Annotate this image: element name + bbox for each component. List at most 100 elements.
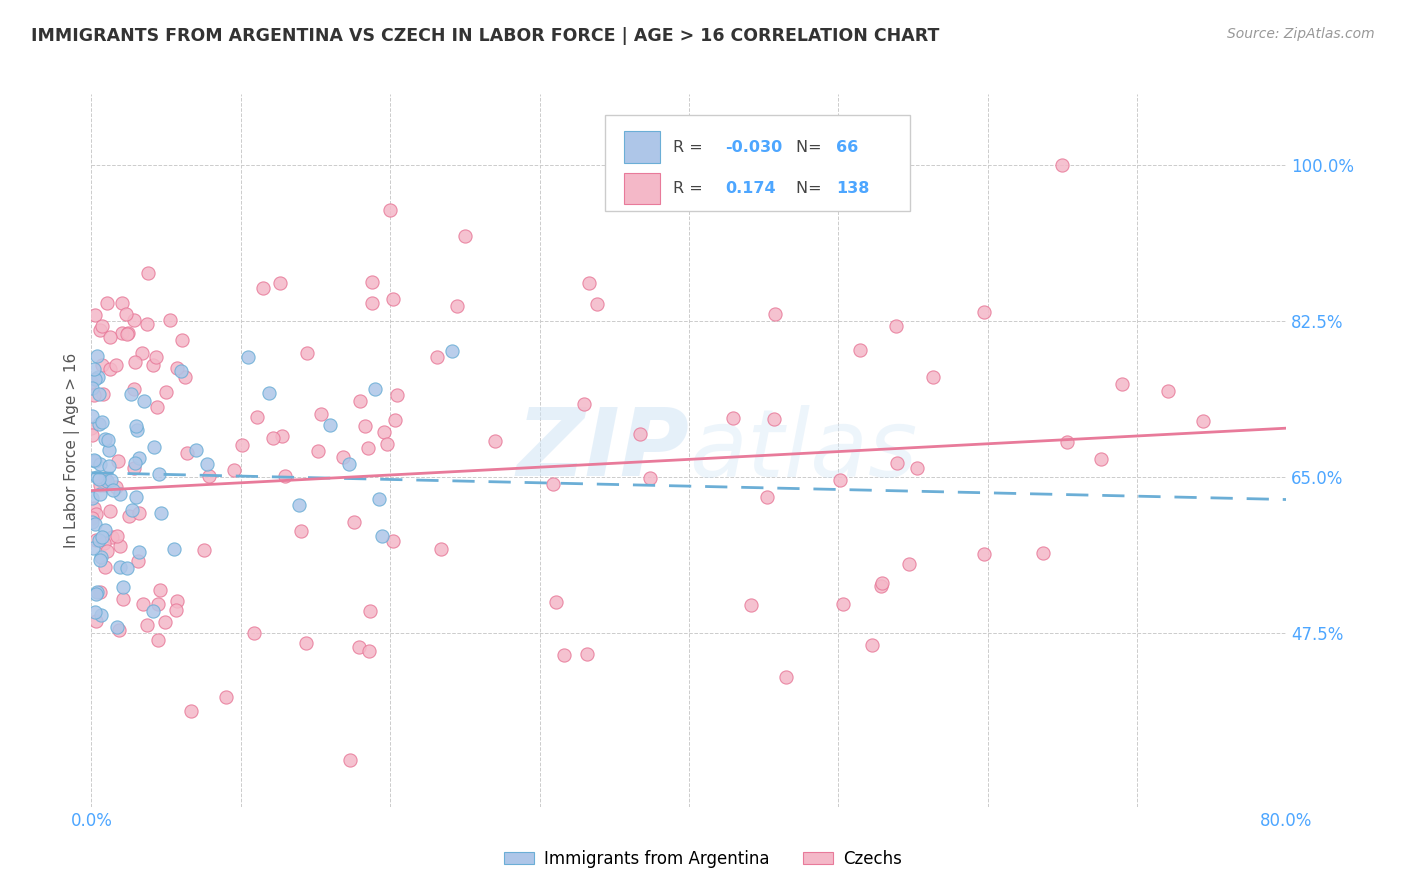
Point xyxy=(82,510,104,524)
Point xyxy=(80,421,103,435)
Point xyxy=(105,620,128,634)
Point xyxy=(87,370,110,384)
Point xyxy=(337,458,360,472)
Point xyxy=(84,605,107,619)
Point xyxy=(82,491,104,505)
Point xyxy=(90,319,112,334)
Point xyxy=(104,358,127,372)
Point xyxy=(373,425,395,439)
Point xyxy=(166,361,188,376)
Point xyxy=(231,438,253,452)
Point xyxy=(245,410,267,425)
Point xyxy=(174,370,197,384)
Point xyxy=(1032,546,1054,560)
Point xyxy=(80,409,103,423)
Point xyxy=(1111,377,1133,392)
Point xyxy=(1192,414,1215,428)
Text: atlas: atlas xyxy=(689,405,917,496)
Point xyxy=(128,506,150,520)
Point xyxy=(86,470,108,484)
Point xyxy=(132,394,155,409)
Text: IMMIGRANTS FROM ARGENTINA VS CZECH IN LABOR FORCE | AGE > 16 CORRELATION CHART: IMMIGRANTS FROM ARGENTINA VS CZECH IN LA… xyxy=(31,27,939,45)
Point xyxy=(319,417,342,432)
Point xyxy=(349,393,371,408)
Point xyxy=(83,501,105,516)
Text: N=: N= xyxy=(796,140,827,154)
Point xyxy=(93,478,115,492)
Point xyxy=(170,364,193,378)
Point xyxy=(288,498,311,512)
Point xyxy=(87,417,110,431)
Point xyxy=(136,617,159,632)
Point xyxy=(111,326,134,340)
Point xyxy=(124,456,146,470)
Point xyxy=(193,543,215,558)
Point xyxy=(149,583,172,598)
Point xyxy=(149,506,172,520)
Point xyxy=(884,318,907,333)
Point xyxy=(148,597,170,611)
Point xyxy=(359,604,381,618)
Point xyxy=(131,346,153,360)
Point xyxy=(723,411,745,425)
Point xyxy=(762,411,785,425)
Point xyxy=(870,576,893,591)
Text: R =: R = xyxy=(673,181,709,195)
Point xyxy=(309,407,332,421)
Point xyxy=(176,446,198,460)
Point xyxy=(243,626,266,640)
Point xyxy=(122,313,145,327)
Point xyxy=(89,487,111,501)
Point xyxy=(236,350,259,364)
Point xyxy=(184,442,207,457)
Point xyxy=(125,490,148,504)
Point xyxy=(98,361,121,376)
Point xyxy=(80,375,103,389)
Point xyxy=(198,468,221,483)
Point xyxy=(860,638,883,652)
Point xyxy=(381,533,404,548)
Point xyxy=(87,386,110,401)
Point xyxy=(224,463,246,477)
Point xyxy=(111,591,134,606)
Point xyxy=(94,432,117,446)
Point xyxy=(343,516,366,530)
Point xyxy=(125,418,148,433)
Point xyxy=(82,515,104,529)
Point xyxy=(740,598,762,612)
Point xyxy=(973,547,995,561)
Point xyxy=(98,504,121,518)
Point xyxy=(108,486,131,500)
Point xyxy=(295,346,318,360)
Point xyxy=(89,472,111,486)
Point xyxy=(80,427,103,442)
Point xyxy=(886,456,908,470)
Point xyxy=(89,533,111,547)
Point xyxy=(90,607,112,622)
Point xyxy=(375,437,398,451)
Point xyxy=(290,524,312,538)
Point xyxy=(921,369,943,384)
Point xyxy=(215,690,238,705)
Point xyxy=(96,544,118,558)
Point xyxy=(82,541,104,555)
Point xyxy=(165,603,187,617)
Point xyxy=(170,333,193,347)
Point xyxy=(117,508,139,523)
Point xyxy=(83,516,105,531)
Point xyxy=(89,553,111,567)
Point xyxy=(122,383,145,397)
FancyBboxPatch shape xyxy=(605,115,910,211)
Point xyxy=(484,434,506,449)
Text: 138: 138 xyxy=(837,181,869,195)
Point xyxy=(128,545,150,559)
Point xyxy=(155,615,177,629)
Point xyxy=(1090,452,1112,467)
Point xyxy=(870,579,893,593)
Point xyxy=(307,443,329,458)
Point xyxy=(89,478,111,492)
Point xyxy=(82,381,104,395)
Point xyxy=(180,705,202,719)
Point xyxy=(360,296,382,310)
Point xyxy=(544,595,567,609)
